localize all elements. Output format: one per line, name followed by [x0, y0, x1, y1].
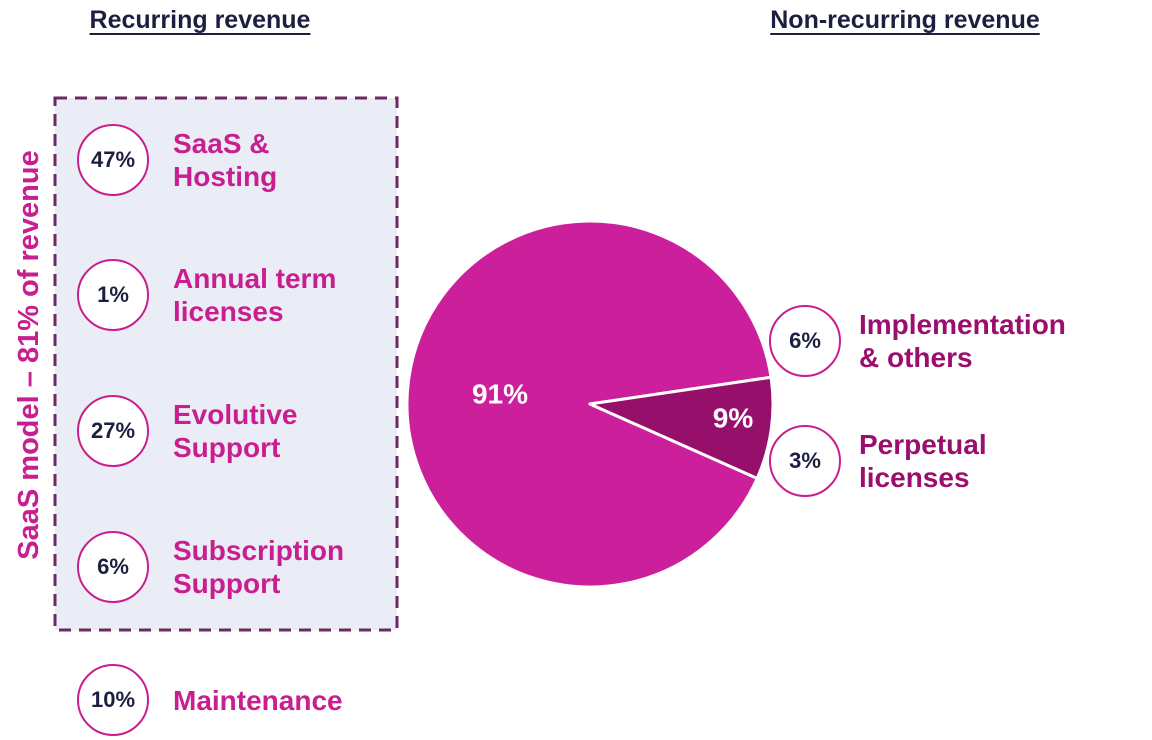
revenue-item: 6% Implementation & others	[769, 305, 1066, 377]
revenue-item: 3% Perpetual licenses	[769, 425, 1059, 497]
revenue-item: 6% Subscription Support	[77, 531, 358, 603]
revenue-item: 10% Maintenance	[77, 664, 433, 736]
item-label: Maintenance	[173, 684, 343, 716]
share-circle: 6%	[77, 531, 149, 603]
revenue-item: 1% Annual term licenses	[77, 259, 358, 331]
share-circle: 27%	[77, 395, 149, 467]
group-label: SaaS model – 81% of revenue	[13, 150, 45, 559]
share-circle: 10%	[77, 664, 149, 736]
share-circle: 3%	[769, 425, 841, 497]
item-label: Evolutive Support	[173, 399, 298, 463]
revenue-item: 47% SaaS & Hosting	[77, 124, 358, 196]
share-circle: 6%	[769, 305, 841, 377]
heading: Recurring revenue	[89, 6, 311, 34]
share-circle: 47%	[77, 124, 149, 196]
share-circle: 1%	[77, 259, 149, 331]
revenue-item: 27% Evolutive Support	[77, 395, 358, 467]
item-label: Implementation & others	[859, 309, 1066, 373]
heading: Non-recurring revenue	[770, 6, 1040, 34]
pie-slice	[588, 375, 775, 480]
item-label: Annual term licenses	[173, 263, 337, 327]
slice-label: 91%	[472, 378, 528, 409]
item-label: SaaS & Hosting	[173, 128, 278, 192]
slice-label: 9%	[713, 402, 754, 433]
item-label: Perpetual licenses	[859, 429, 987, 493]
item-label: Subscription Support	[173, 535, 345, 599]
